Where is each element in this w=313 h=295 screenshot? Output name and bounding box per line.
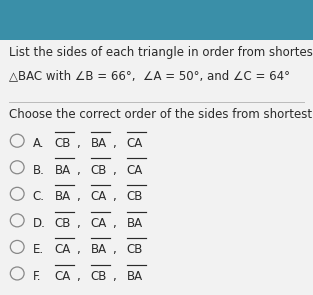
Text: E.: E. [33,243,44,256]
Text: CA: CA [55,270,71,283]
Text: CB: CB [91,270,107,283]
Text: ,: , [76,190,80,203]
Text: D.: D. [33,217,46,230]
Text: CB: CB [91,164,107,177]
Text: ,: , [76,270,80,283]
Text: CA: CA [127,164,143,177]
Text: ,: , [76,164,80,177]
Text: BA: BA [127,217,143,230]
Text: ,: , [112,270,115,283]
Text: C.: C. [33,190,45,203]
Text: △BAC with ∠B = 66°,  ∠A = 50°, and ∠C = 64°: △BAC with ∠B = 66°, ∠A = 50°, and ∠C = 6… [9,69,290,82]
Text: BA: BA [91,137,107,150]
Text: BA: BA [91,243,107,256]
Text: Choose the correct order of the sides from shortest to longest.: Choose the correct order of the sides fr… [9,108,313,121]
Text: A.: A. [33,137,44,150]
Text: List the sides of each triangle in order from shortest to longest.: List the sides of each triangle in order… [9,46,313,59]
Text: CB: CB [127,190,143,203]
Text: ,: , [112,190,115,203]
FancyBboxPatch shape [0,0,313,40]
Text: F.: F. [33,270,41,283]
Text: CB: CB [55,137,71,150]
Text: B.: B. [33,164,45,177]
Text: CA: CA [91,190,107,203]
Text: CA: CA [127,137,143,150]
Text: CA: CA [55,243,71,256]
Text: CB: CB [55,217,71,230]
Text: ,: , [76,137,80,150]
Text: ,: , [76,217,80,230]
Text: BA: BA [55,190,71,203]
Text: CB: CB [127,243,143,256]
Text: ,: , [112,137,115,150]
Text: BA: BA [55,164,71,177]
Text: BA: BA [127,270,143,283]
Text: CA: CA [91,217,107,230]
Text: ,: , [112,164,115,177]
Text: ,: , [112,243,115,256]
Text: ,: , [112,217,115,230]
Text: ,: , [76,243,80,256]
